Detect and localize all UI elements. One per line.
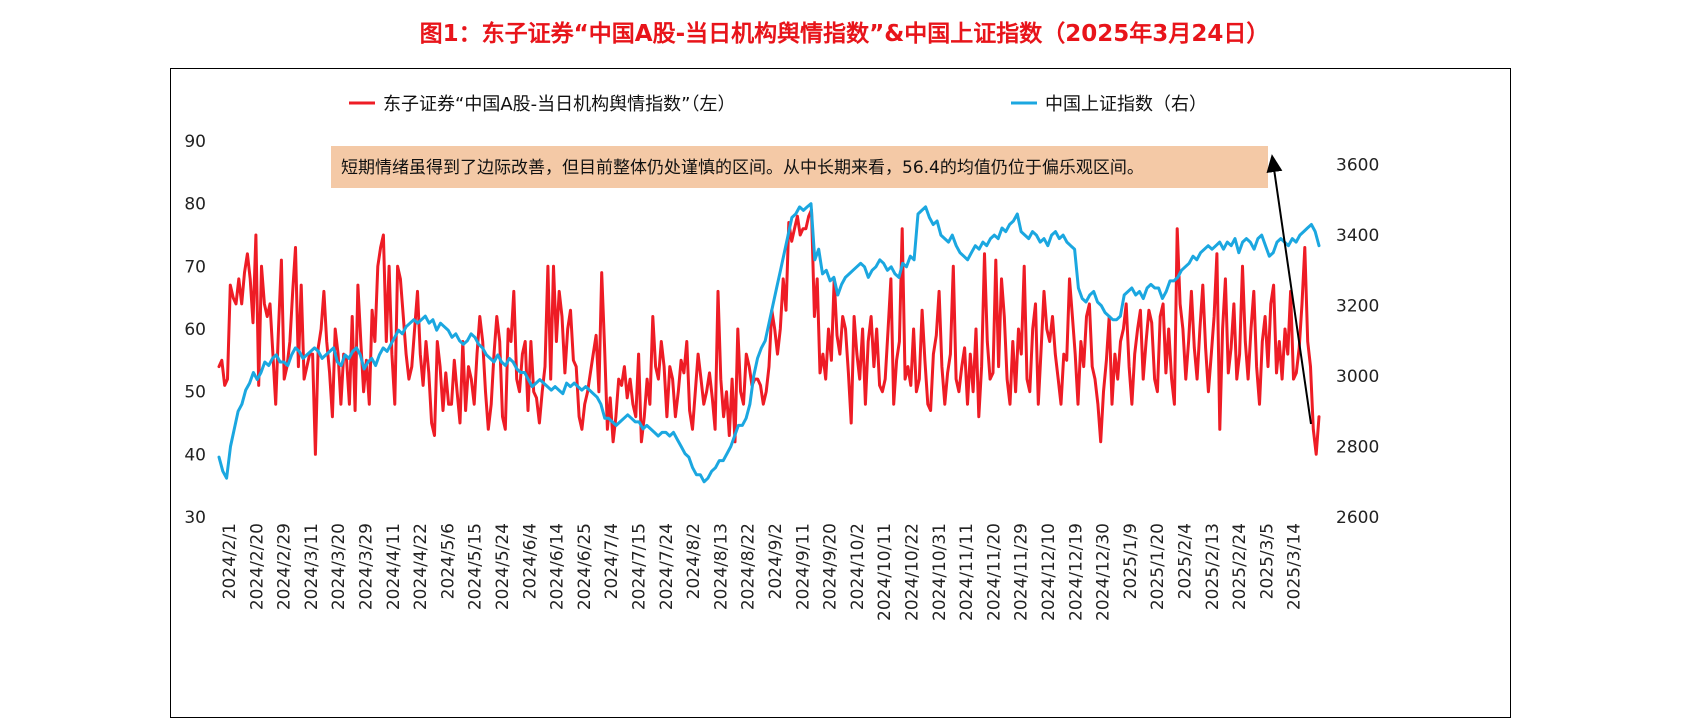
legend: 东子证券“中国A股-当日机构舆情指数”（左） 中国上证指数（右） — [349, 94, 1207, 115]
x-tick-label: 2024/3/29 — [357, 523, 377, 610]
y-right-tick-label: 3200 — [1336, 297, 1379, 317]
annotation-arrow — [1266, 154, 1312, 425]
x-tick-label: 2024/10/22 — [903, 523, 923, 621]
x-axis: 2024/2/1 2024/2/20 2024/2/29 2024/3/11 2024/… — [220, 523, 1305, 621]
x-tick-label: 2024/9/11 — [793, 523, 813, 610]
x-tick-label: 2024/3/20 — [329, 523, 349, 610]
y-right-tick-label: 2600 — [1336, 508, 1379, 528]
y-left-tick-label: 80 — [184, 195, 206, 215]
chart-frame: 东子证券“中国A股-当日机构舆情指数”（左） 中国上证指数（右） 短期情绪虽得到… — [170, 68, 1511, 718]
x-tick-label: 2024/6/4 — [520, 523, 540, 599]
x-tick-label: 2025/1/9 — [1121, 523, 1141, 599]
x-tick-label: 2024/10/31 — [930, 523, 950, 621]
y-right-tick-label: 3400 — [1336, 226, 1379, 246]
x-tick-label: 2024/2/20 — [247, 523, 267, 610]
x-tick-label: 2024/7/4 — [602, 523, 622, 599]
y-left-tick-label: 40 — [184, 445, 206, 465]
y-axis-right: 2600 2800 3000 3200 3400 3600 — [1336, 156, 1379, 528]
x-tick-label: 2024/9/2 — [766, 523, 786, 599]
x-tick-label: 2024/10/11 — [875, 523, 895, 621]
y-right-tick-label: 3000 — [1336, 367, 1379, 387]
y-left-tick-label: 50 — [184, 383, 206, 403]
series-lines — [217, 202, 1321, 484]
annotation-text: 短期情绪虽得到了边际改善，但目前整体仍处谨慎的区间。从中长期来看，56.4的均值… — [341, 158, 1144, 178]
line-chart: 东子证券“中国A股-当日机构舆情指数”（左） 中国上证指数（右） 短期情绪虽得到… — [184, 94, 1379, 621]
x-tick-label: 2024/5/15 — [466, 523, 486, 610]
y-axis-left: 30 40 50 60 70 80 90 — [184, 132, 206, 528]
x-tick-label: 2024/8/13 — [711, 523, 731, 610]
x-tick-label: 2024/4/22 — [411, 523, 431, 610]
y-left-tick-label: 90 — [184, 132, 206, 152]
x-tick-label: 2024/11/29 — [1012, 523, 1032, 621]
x-tick-label: 2025/3/5 — [1257, 523, 1277, 599]
x-tick-label: 2024/5/6 — [438, 523, 458, 599]
y-right-tick-label: 2800 — [1336, 438, 1379, 458]
x-tick-label: 2025/1/20 — [1148, 523, 1168, 610]
y-right-tick-label: 3600 — [1336, 156, 1379, 176]
x-tick-label: 2024/7/24 — [657, 523, 677, 610]
x-tick-label: 2024/5/24 — [493, 523, 513, 610]
x-tick-label: 2024/3/11 — [302, 523, 322, 610]
legend-label-shanghai: 中国上证指数（右） — [1045, 94, 1207, 115]
x-tick-label: 2024/4/11 — [384, 523, 404, 610]
x-tick-label: 2024/12/19 — [1066, 523, 1086, 621]
y-left-tick-label: 70 — [184, 257, 206, 277]
y-left-tick-label: 60 — [184, 320, 206, 340]
x-tick-label: 2024/12/30 — [1094, 523, 1114, 621]
annotation-box — [331, 146, 1268, 188]
x-tick-label: 2025/3/14 — [1285, 523, 1305, 610]
x-tick-label: 2024/2/29 — [275, 523, 295, 610]
x-tick-label: 2024/11/20 — [984, 523, 1004, 621]
x-tick-label: 2025/2/24 — [1230, 523, 1250, 610]
figure-title: 图1：东子证券“中国A股-当日机构舆情指数”&中国上证指数（2025年3月24日… — [419, 21, 1270, 47]
legend-label-sentiment: 东子证券“中国A股-当日机构舆情指数”（左） — [383, 94, 735, 115]
x-tick-label: 2024/9/20 — [821, 523, 841, 610]
x-tick-label: 2024/7/15 — [630, 523, 650, 610]
series-line-shanghai — [217, 202, 1321, 484]
series-line-sentiment — [217, 208, 1321, 456]
x-tick-label: 2024/12/10 — [1039, 523, 1059, 621]
x-tick-label: 2024/6/14 — [548, 523, 568, 610]
x-tick-label: 2024/8/22 — [739, 523, 759, 610]
x-tick-label: 2025/2/4 — [1176, 523, 1196, 599]
x-tick-label: 2024/8/2 — [684, 523, 704, 599]
x-tick-label: 2025/2/13 — [1203, 523, 1223, 610]
x-tick-label: 2024/6/25 — [575, 523, 595, 610]
x-tick-label: 2024/2/1 — [220, 523, 240, 599]
x-tick-label: 2024/10/2 — [848, 523, 868, 610]
y-left-tick-label: 30 — [184, 508, 206, 528]
x-tick-label: 2024/11/11 — [957, 523, 977, 621]
